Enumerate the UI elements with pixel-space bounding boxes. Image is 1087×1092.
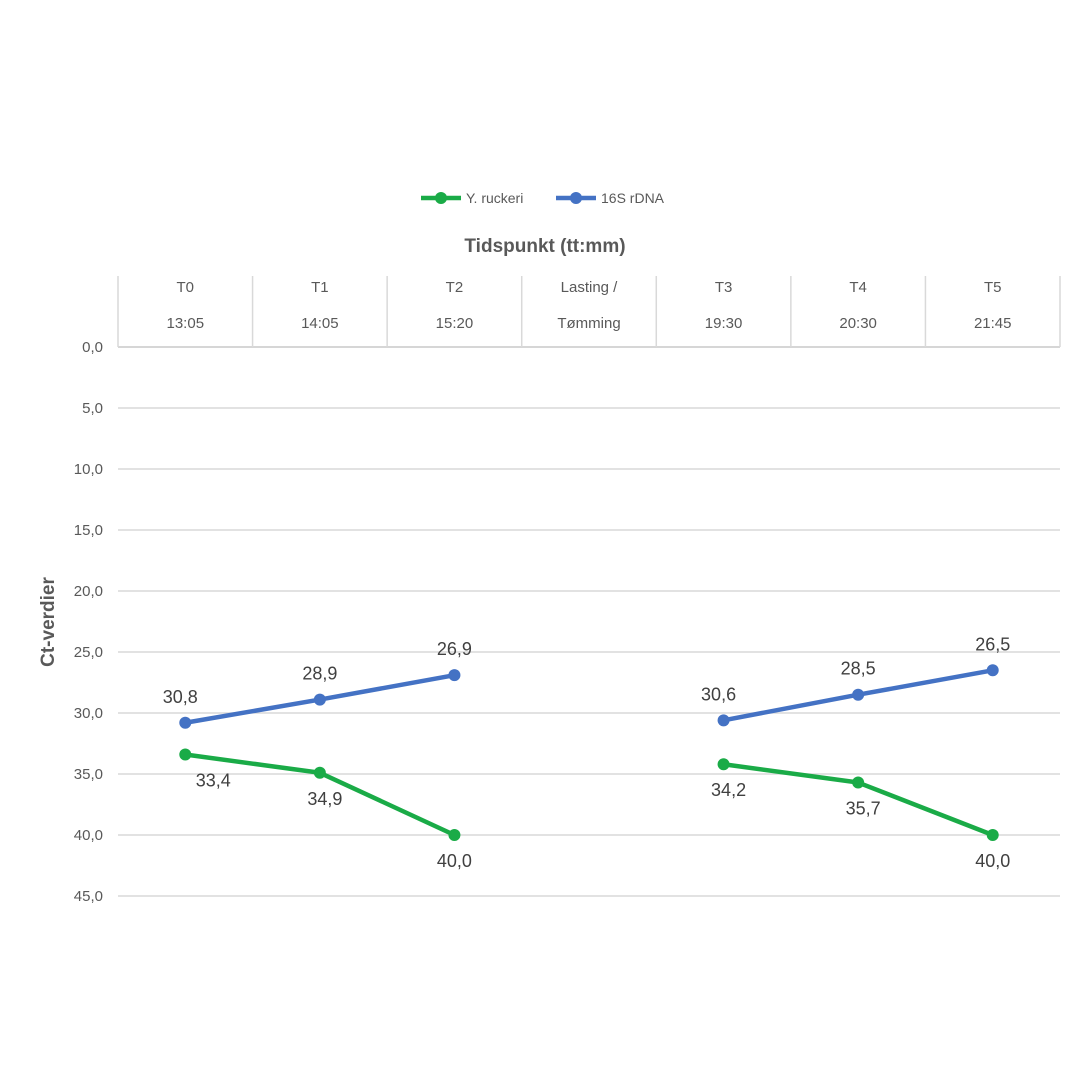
legend-marker	[435, 192, 447, 204]
data-point	[717, 758, 730, 771]
data-point	[179, 748, 192, 761]
legend-label: 16S rDNA	[601, 190, 665, 206]
data-point	[313, 693, 326, 706]
legend-marker	[570, 192, 582, 204]
data-point	[448, 669, 461, 682]
category-label: T1	[311, 279, 329, 296]
y-tick-label: 30,0	[74, 705, 103, 722]
data-label: 26,5	[975, 634, 1010, 654]
y-tick-label: 35,0	[74, 766, 103, 783]
category-sublabel: 21:45	[974, 315, 1012, 332]
data-point	[179, 716, 192, 729]
y-tick-label: 25,0	[74, 644, 103, 661]
data-point	[986, 829, 999, 841]
data-label: 40,0	[437, 851, 472, 871]
data-label: 30,6	[701, 684, 736, 704]
legend-item: Y. ruckeri	[421, 190, 523, 206]
data-point	[852, 688, 865, 701]
data-point	[852, 776, 865, 789]
y-axis-ticks: 0,0 5,0 10,0 15,0 20,0 25,0 30,0 35,0 40,0 45,0	[74, 339, 103, 905]
category-label: T2	[446, 279, 464, 296]
data-label: 35,7	[846, 799, 881, 819]
y-axis-title: Ct-verdier	[38, 577, 59, 667]
category-sublabel: 20:30	[839, 315, 877, 332]
category-sublabel: 19:30	[705, 315, 743, 332]
data-label: 28,5	[841, 659, 876, 679]
legend: Y. ruckeri 16S rDNA	[421, 190, 665, 206]
series-1	[179, 664, 999, 729]
data-point	[717, 714, 730, 727]
data-point	[448, 829, 461, 841]
data-label: 26,9	[437, 639, 472, 659]
category-label: T0	[177, 279, 195, 296]
data-labels: 33,4 34,9 40,0 34,2 35,7 40,0 30,8 28,9 26,9 30,6…	[163, 634, 1010, 871]
x-axis-title: Tidspunkt (tt:mm)	[464, 236, 625, 257]
data-point	[986, 664, 999, 677]
data-label: 30,8	[163, 687, 198, 707]
data-label: 33,4	[196, 770, 231, 790]
y-tick-label: 5,0	[82, 400, 103, 417]
series-0	[179, 748, 999, 841]
category-label: T3	[715, 279, 733, 296]
y-tick-label: 40,0	[74, 827, 103, 844]
category-sublabel: Tømming	[557, 315, 620, 332]
category-label: T5	[984, 279, 1002, 296]
data-label: 34,2	[711, 780, 746, 800]
y-tick-label: 0,0	[82, 339, 103, 356]
category-sublabel: 14:05	[301, 315, 339, 332]
y-tick-label: 20,0	[74, 583, 103, 600]
series-layer	[179, 664, 999, 841]
y-tick-label: 15,0	[74, 522, 103, 539]
category-label: Lasting /	[561, 279, 619, 296]
category-sublabel: 13:05	[167, 315, 205, 332]
y-tick-label: 10,0	[74, 461, 103, 478]
category-label: T4	[849, 279, 867, 296]
gridlines	[118, 346, 1060, 897]
category-axis: T0 13:05 T1 14:05 T2 15:20 Lasting / Tømming T3 1…	[117, 276, 1061, 347]
data-label: 34,9	[307, 789, 342, 809]
legend-label: Y. ruckeri	[466, 190, 523, 206]
category-sublabel: 15:20	[436, 315, 474, 332]
data-label: 40,0	[975, 851, 1010, 871]
legend-item: 16S rDNA	[556, 190, 665, 206]
data-point	[313, 766, 326, 779]
data-label: 28,9	[302, 664, 337, 684]
y-tick-label: 45,0	[74, 888, 103, 905]
